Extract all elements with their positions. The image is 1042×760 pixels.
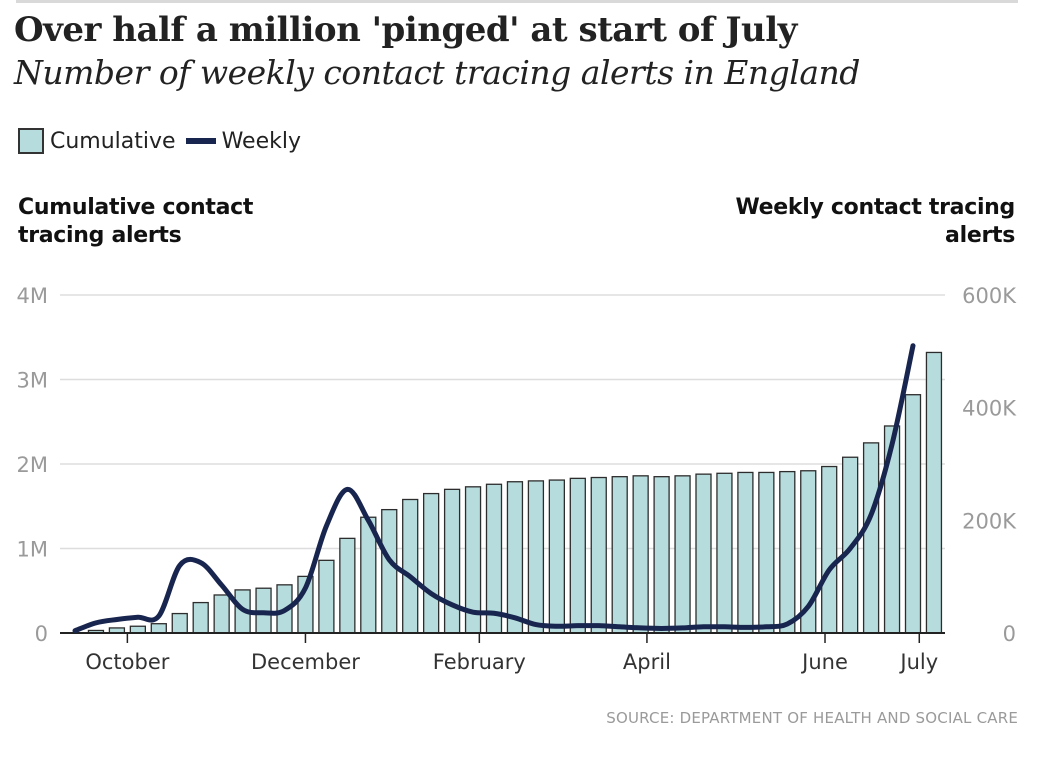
cumulative-bar bbox=[904, 394, 922, 634]
cumulative-bar bbox=[590, 476, 607, 634]
cumulative-bar bbox=[569, 477, 586, 634]
cumulative-bar bbox=[821, 465, 838, 634]
legend-weekly-line bbox=[185, 138, 216, 144]
cumulative-bar bbox=[632, 475, 649, 634]
source-note: SOURCE: DEPARTMENT OF HEALTH AND SOCIAL … bbox=[606, 709, 1018, 727]
cumulative-bar bbox=[925, 351, 943, 634]
right-tick-label: 0 bbox=[1003, 622, 1016, 646]
cumulative-bar bbox=[611, 476, 628, 634]
cumulative-bar bbox=[527, 480, 545, 634]
cumulative-bar bbox=[695, 473, 712, 634]
legend-weekly-label: Weekly bbox=[221, 128, 301, 154]
right-tick-label: 400K bbox=[962, 397, 1017, 421]
chart-title: Over half a million 'pinged' at start of… bbox=[14, 10, 797, 50]
left-tick-label: 0 bbox=[35, 622, 48, 646]
chart-subtitle: Number of weekly contact tracing alerts … bbox=[14, 53, 860, 92]
weekly-line bbox=[72, 343, 916, 634]
cumulative-bar bbox=[443, 488, 461, 634]
cumulative-bar bbox=[422, 492, 440, 634]
cumulative-bar bbox=[862, 442, 880, 634]
x-tick-label: April bbox=[623, 650, 671, 674]
legend-cumulative-swatch bbox=[18, 128, 44, 154]
x-tick-label: February bbox=[433, 650, 526, 674]
cumulative-bar bbox=[171, 612, 188, 634]
cumulative-bar bbox=[674, 475, 691, 634]
left-tick-label: 1M bbox=[17, 538, 48, 562]
right-tick-label: 600K bbox=[962, 284, 1017, 308]
cumulative-bar bbox=[381, 508, 398, 634]
right-tick-label: 200K bbox=[962, 509, 1017, 533]
x-tick-label: October bbox=[85, 650, 169, 674]
left-tick-label: 2M bbox=[17, 453, 48, 477]
cumulative-bar bbox=[737, 471, 754, 634]
cumulative-bar bbox=[779, 470, 796, 634]
x-tick-label: December bbox=[251, 650, 360, 674]
top-rule bbox=[16, 0, 1018, 3]
x-tick-label: July bbox=[898, 650, 938, 674]
x-tick-label: June bbox=[800, 650, 848, 674]
cumulative-bar bbox=[150, 623, 167, 634]
cumulative-bar bbox=[758, 471, 775, 634]
right-axis-title: Weekly contact tracing alerts bbox=[735, 195, 1016, 248]
left-tick-label: 3M bbox=[17, 369, 48, 393]
legend-cumulative-label: Cumulative bbox=[50, 128, 176, 154]
chart-canvas: 0 1M 2M 3M 4M 0 200K 400K 600K October December Feb… bbox=[17, 284, 1018, 674]
cumulative-bar bbox=[318, 559, 335, 634]
cumulative-bar bbox=[716, 472, 733, 634]
cumulative-bar bbox=[506, 481, 524, 634]
cumulative-bar bbox=[548, 479, 565, 634]
left-tick-label: 4M bbox=[17, 284, 48, 308]
cumulative-bar bbox=[339, 537, 356, 634]
cumulative-bar bbox=[192, 601, 209, 634]
cumulative-bar bbox=[402, 498, 419, 634]
cumulative-bar bbox=[653, 476, 670, 634]
cumulative-bar bbox=[213, 594, 230, 634]
legend: Cumulative Weekly bbox=[18, 128, 301, 154]
cumulative-bar bbox=[129, 625, 147, 634]
left-axis-title: Cumulative contact tracing alerts bbox=[18, 195, 254, 248]
